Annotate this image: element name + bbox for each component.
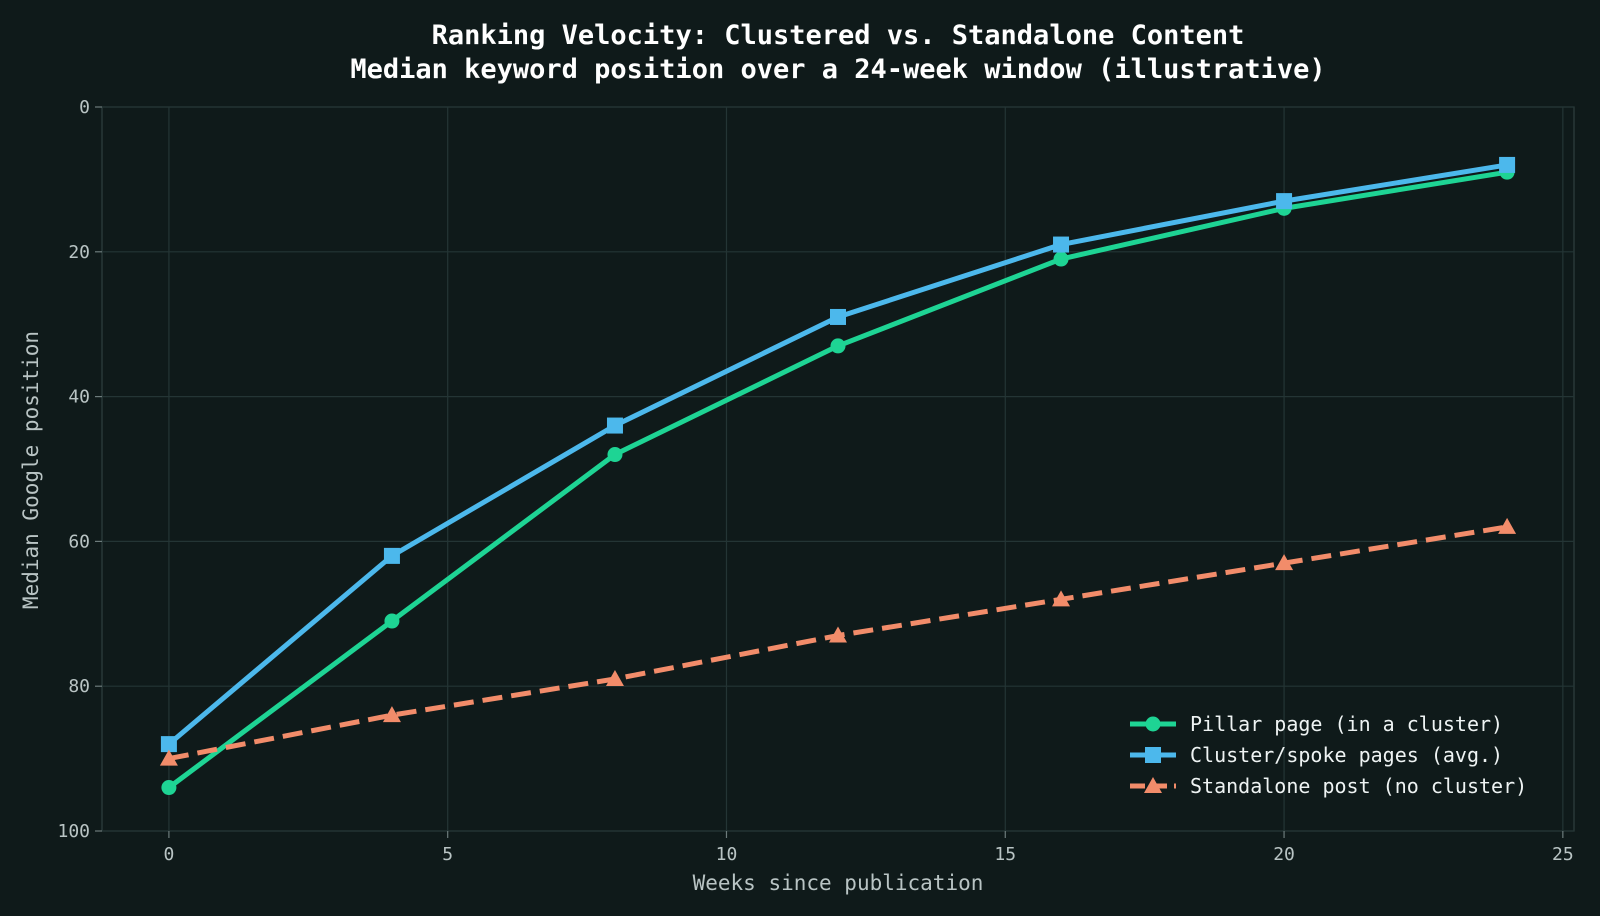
- legend-label: Cluster/spoke pages (avg.): [1190, 743, 1503, 767]
- data-point: [830, 308, 846, 325]
- legend-marker: [1145, 747, 1161, 763]
- x-axis: 0 5 10 15 20 25: [163, 831, 1574, 865]
- data-point: [1053, 236, 1070, 253]
- y-axis-label: Median Google position: [19, 331, 43, 609]
- y-tick-label: 40: [68, 387, 90, 408]
- legend-item: Standalone post (no cluster): [1130, 774, 1527, 798]
- legend-marker: [1145, 716, 1161, 732]
- series-layer: [159, 156, 1517, 796]
- data-point: [383, 547, 400, 564]
- data-point: [160, 736, 177, 753]
- chart-subtitle: Median keyword position over a 24-week w…: [350, 54, 1325, 85]
- x-tick-label: 15: [994, 844, 1016, 865]
- data-point: [1275, 554, 1294, 571]
- y-axis: 0 20 40 60 80 100: [57, 97, 102, 842]
- data-point: [159, 749, 178, 766]
- data-point: [829, 626, 847, 643]
- x-tick-label: 10: [716, 844, 738, 865]
- y-tick-label: 0: [79, 97, 90, 118]
- data-point: [1498, 517, 1517, 534]
- data-point: [1499, 156, 1516, 173]
- data-point: [1052, 590, 1071, 607]
- y-tick-label: 80: [68, 676, 90, 697]
- data-point: [605, 669, 624, 686]
- plot-area: [101, 106, 1575, 832]
- x-tick-label: 0: [163, 844, 174, 865]
- grid-lines: [102, 106, 1574, 832]
- data-point: [830, 338, 846, 354]
- legend-item: Cluster/spoke pages (avg.): [1130, 743, 1503, 767]
- y-tick-label: 60: [68, 531, 90, 552]
- chart-title: Ranking Velocity: Clustered vs. Standalo…: [432, 20, 1245, 51]
- x-tick-label: 20: [1273, 844, 1295, 865]
- x-tick-label: 25: [1552, 844, 1574, 865]
- data-point: [606, 417, 623, 434]
- data-point: [607, 447, 623, 463]
- legend-label: Pillar page (in a cluster): [1190, 712, 1503, 736]
- data-point: [161, 780, 177, 796]
- y-tick-label: 100: [57, 821, 90, 842]
- series-cluster-spoke-pages-avg: [160, 156, 1516, 753]
- legend-marker: [1144, 777, 1162, 793]
- legend-item: Pillar page (in a cluster): [1130, 712, 1503, 736]
- x-axis-label: Weeks since publication: [693, 871, 984, 895]
- legend-label: Standalone post (no cluster): [1190, 774, 1527, 798]
- data-point: [382, 706, 401, 723]
- data-point: [1053, 251, 1069, 267]
- y-tick-label: 20: [68, 242, 90, 263]
- series-standalone-post-no-cluster: [159, 517, 1517, 766]
- legend: Pillar page (in a cluster) Cluster/spoke …: [1130, 712, 1527, 798]
- x-tick-label: 5: [442, 844, 453, 865]
- data-point: [384, 613, 400, 629]
- data-point: [1276, 193, 1293, 210]
